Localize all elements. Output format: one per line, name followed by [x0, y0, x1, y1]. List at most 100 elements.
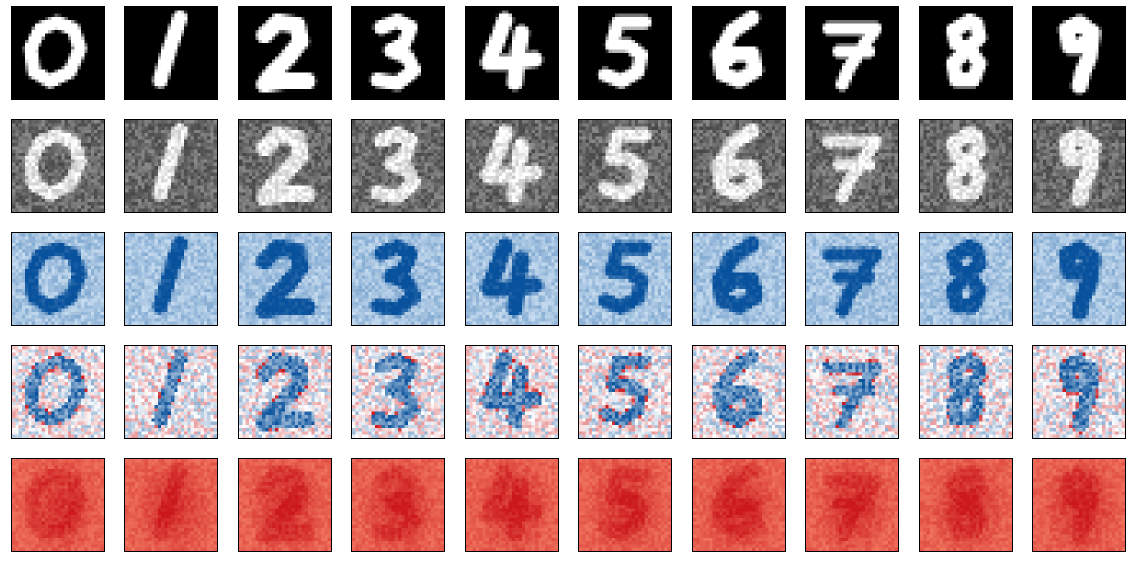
digit-canvas [920, 459, 1012, 551]
reds-map-digit-0-image [11, 458, 105, 552]
diverging-map-digit-5-image [578, 345, 672, 439]
digit-canvas [806, 459, 898, 551]
original-digit-4-image [465, 6, 559, 100]
reds-map-digit-8-image [919, 458, 1013, 552]
original-digit-2-image [238, 6, 332, 100]
digit-canvas [466, 120, 558, 212]
noisy-gray-digit-4-image [465, 119, 559, 213]
digit-canvas [920, 233, 1012, 325]
digit-canvas [352, 346, 444, 438]
digit-canvas [352, 233, 444, 325]
digit-canvas [125, 233, 217, 325]
blues-map-digit-4-image [465, 232, 559, 326]
original-digit-9-image [1032, 6, 1126, 100]
digit-canvas [466, 7, 558, 99]
digit-canvas [466, 346, 558, 438]
digit-canvas [239, 459, 331, 551]
noisy-gray-digit-1-image [124, 119, 218, 213]
digit-canvas [693, 7, 785, 99]
digit-canvas [125, 346, 217, 438]
noisy-gray-digit-7-image [805, 119, 899, 213]
digit-canvas [693, 233, 785, 325]
diverging-map-digit-9-image [1032, 345, 1126, 439]
diverging-map-digit-7-image [805, 345, 899, 439]
diverging-map-digit-8-image [919, 345, 1013, 439]
blues-map-digit-7-image [805, 232, 899, 326]
digit-canvas [920, 346, 1012, 438]
digit-canvas [579, 233, 671, 325]
digit-canvas [579, 459, 671, 551]
noisy-gray-digit-6-image [692, 119, 786, 213]
digit-canvas [466, 233, 558, 325]
digit-canvas [239, 120, 331, 212]
digit-canvas [920, 7, 1012, 99]
blues-map-digit-9-image [1032, 232, 1126, 326]
blues-map-digit-5-image [578, 232, 672, 326]
digit-canvas [579, 120, 671, 212]
reds-map-digit-5-image [578, 458, 672, 552]
diverging-map-digit-4-image [465, 345, 559, 439]
original-digit-1-image [124, 6, 218, 100]
noisy-gray-digit-2-image [238, 119, 332, 213]
digit-canvas [466, 459, 558, 551]
noisy-gray-digit-0-image [11, 119, 105, 213]
diverging-map-digit-6-image [692, 345, 786, 439]
diverging-map-digit-1-image [124, 345, 218, 439]
reds-map-digit-6-image [692, 458, 786, 552]
digit-canvas [806, 7, 898, 99]
reds-map-digit-4-image [465, 458, 559, 552]
reds-map-digit-3-image [351, 458, 445, 552]
digit-canvas [579, 7, 671, 99]
noisy-gray-digit-3-image [351, 119, 445, 213]
original-digit-5-image [578, 6, 672, 100]
digit-canvas [12, 346, 104, 438]
noisy-gray-digit-9-image [1032, 119, 1126, 213]
digit-canvas [1033, 120, 1125, 212]
diverging-map-digit-3-image [351, 345, 445, 439]
digit-canvas [12, 7, 104, 99]
original-digit-6-image [692, 6, 786, 100]
digit-canvas [239, 346, 331, 438]
reds-map-digit-9-image [1032, 458, 1126, 552]
blues-map-digit-6-image [692, 232, 786, 326]
digit-canvas [352, 7, 444, 99]
digit-canvas [806, 120, 898, 212]
digit-canvas [352, 459, 444, 551]
digit-canvas [1033, 7, 1125, 99]
reds-map-digit-7-image [805, 458, 899, 552]
digit-canvas [239, 233, 331, 325]
digit-canvas [1033, 459, 1125, 551]
digit-canvas [806, 233, 898, 325]
blues-map-digit-8-image [919, 232, 1013, 326]
blues-map-digit-0-image [11, 232, 105, 326]
original-digit-8-image [919, 6, 1013, 100]
digit-canvas [693, 120, 785, 212]
digit-canvas [1033, 346, 1125, 438]
reds-map-digit-2-image [238, 458, 332, 552]
original-digit-0-image [11, 6, 105, 100]
digit-canvas [125, 120, 217, 212]
digit-canvas [125, 459, 217, 551]
digit-canvas [12, 233, 104, 325]
digit-canvas [239, 7, 331, 99]
digit-canvas [693, 346, 785, 438]
digit-canvas [579, 346, 671, 438]
original-digit-3-image [351, 6, 445, 100]
digit-canvas [125, 7, 217, 99]
blues-map-digit-3-image [351, 232, 445, 326]
digit-canvas [806, 346, 898, 438]
digit-canvas [12, 459, 104, 551]
reds-map-digit-1-image [124, 458, 218, 552]
blues-map-digit-2-image [238, 232, 332, 326]
digit-canvas [12, 120, 104, 212]
digit-canvas [1033, 233, 1125, 325]
diverging-map-digit-2-image [238, 345, 332, 439]
digit-canvas [920, 120, 1012, 212]
blues-map-digit-1-image [124, 232, 218, 326]
digit-canvas [352, 120, 444, 212]
digit-canvas [693, 459, 785, 551]
original-digit-7-image [805, 6, 899, 100]
noisy-gray-digit-5-image [578, 119, 672, 213]
noisy-gray-digit-8-image [919, 119, 1013, 213]
